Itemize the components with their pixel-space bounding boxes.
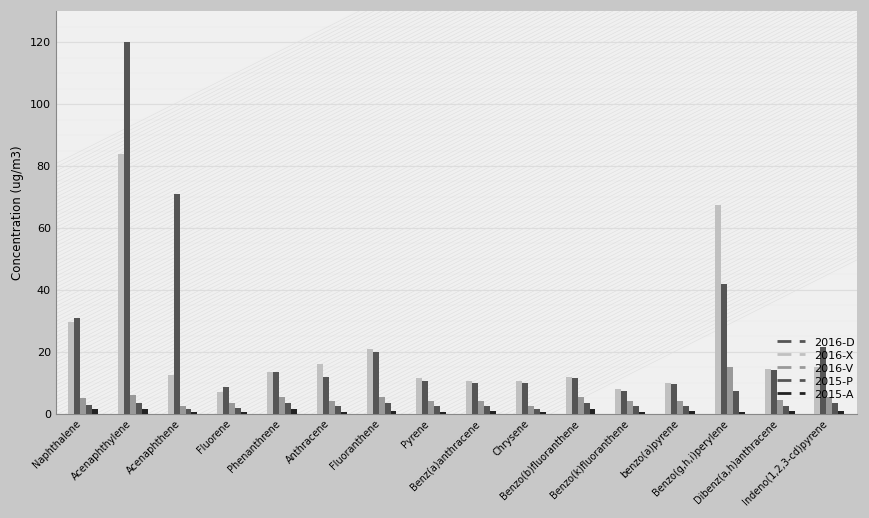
Bar	[317, 364, 323, 414]
Bar	[765, 369, 771, 414]
Bar	[522, 383, 527, 414]
Bar	[441, 412, 446, 414]
Legend: 2016-D, 2016-X, 2016-V, 2015-P, 2015-A: 2016-D, 2016-X, 2016-V, 2015-P, 2015-A	[773, 333, 859, 404]
Bar	[589, 409, 595, 414]
Bar	[434, 406, 441, 414]
Bar	[328, 401, 335, 414]
Bar	[341, 412, 347, 414]
Bar	[777, 400, 783, 414]
Bar	[80, 398, 86, 414]
Bar	[235, 408, 242, 414]
Bar	[566, 377, 572, 414]
Bar	[428, 401, 434, 414]
Bar	[180, 406, 185, 414]
Bar	[174, 194, 180, 414]
Bar	[584, 403, 589, 414]
Bar	[142, 409, 148, 414]
Bar	[385, 403, 390, 414]
Bar	[279, 397, 285, 414]
Bar	[665, 383, 671, 414]
Bar	[229, 403, 235, 414]
Bar	[285, 403, 291, 414]
Bar	[677, 401, 683, 414]
Bar	[390, 411, 396, 414]
Bar	[416, 378, 422, 414]
Bar	[223, 387, 229, 414]
Bar	[129, 395, 136, 414]
Bar	[671, 384, 677, 414]
Bar	[68, 322, 74, 414]
Bar	[466, 381, 472, 414]
Bar	[640, 412, 646, 414]
Bar	[367, 349, 373, 414]
Bar	[86, 405, 92, 414]
Bar	[484, 406, 490, 414]
Bar	[74, 318, 80, 414]
Bar	[826, 397, 833, 414]
Bar	[291, 409, 297, 414]
Bar	[627, 401, 634, 414]
Bar	[572, 378, 578, 414]
Bar	[689, 411, 695, 414]
Bar	[726, 367, 733, 414]
Bar	[335, 406, 341, 414]
Bar	[839, 411, 845, 414]
Bar	[783, 406, 788, 414]
Bar	[527, 406, 534, 414]
Bar	[379, 397, 385, 414]
Bar	[739, 412, 745, 414]
Bar	[92, 409, 98, 414]
Bar	[217, 392, 223, 414]
Bar	[733, 391, 739, 414]
Bar	[118, 154, 123, 414]
Bar	[267, 372, 273, 414]
Bar	[833, 403, 839, 414]
Y-axis label: Concentration (ug/m3): Concentration (ug/m3)	[11, 145, 24, 280]
Bar	[534, 409, 540, 414]
Bar	[634, 406, 640, 414]
Bar	[814, 367, 820, 414]
Bar	[191, 412, 197, 414]
Bar	[715, 205, 721, 414]
Bar	[472, 383, 478, 414]
Bar	[771, 370, 777, 414]
Bar	[578, 397, 584, 414]
Bar	[373, 352, 379, 414]
Bar	[540, 412, 546, 414]
Bar	[478, 401, 484, 414]
Bar	[273, 372, 279, 414]
Bar	[721, 284, 726, 414]
Bar	[621, 391, 627, 414]
Bar	[123, 42, 129, 414]
Bar	[615, 389, 621, 414]
Bar	[683, 406, 689, 414]
Bar	[168, 375, 174, 414]
Bar	[820, 347, 826, 414]
Bar	[490, 411, 496, 414]
Bar	[323, 377, 328, 414]
Bar	[788, 411, 794, 414]
Bar	[136, 403, 142, 414]
Bar	[242, 412, 247, 414]
Bar	[185, 409, 191, 414]
Bar	[516, 381, 522, 414]
Bar	[422, 381, 428, 414]
